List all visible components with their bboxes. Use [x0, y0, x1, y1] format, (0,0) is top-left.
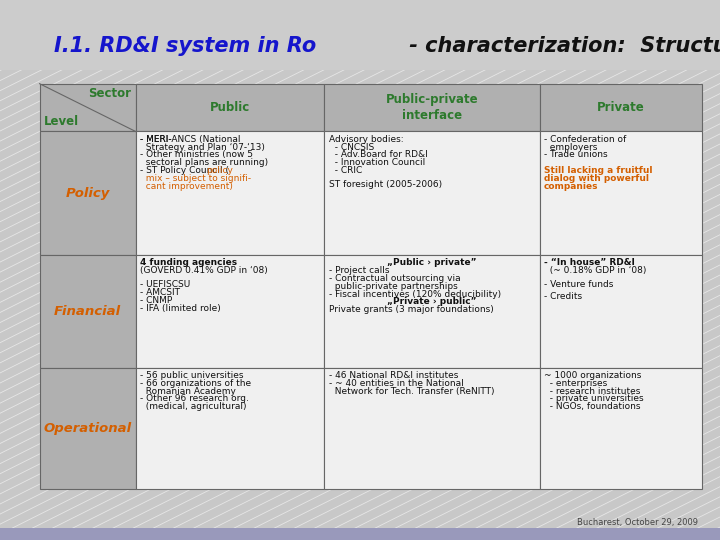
Bar — [40, 84, 135, 131]
Text: 4 funding agencies: 4 funding agencies — [140, 258, 237, 267]
Text: - research institutes: - research institutes — [544, 387, 640, 395]
Text: - private universities: - private universities — [544, 394, 644, 403]
Text: Private: Private — [597, 101, 644, 114]
Text: Operational: Operational — [44, 422, 132, 435]
Text: Advisory bodies:: Advisory bodies: — [329, 135, 403, 144]
Text: - CRIC: - CRIC — [329, 166, 362, 175]
Text: - CNCSIS: - CNCSIS — [329, 143, 374, 152]
Text: - characterization:  Structure: - characterization: Structure — [402, 36, 720, 56]
Bar — [540, 131, 702, 255]
Text: - MERI-: - MERI- — [140, 135, 171, 144]
Text: Public: Public — [210, 101, 250, 114]
Text: - AMCSIT: - AMCSIT — [140, 288, 180, 297]
Text: I.1. RD&I system in Ro: I.1. RD&I system in Ro — [54, 36, 316, 56]
Bar — [325, 368, 540, 489]
Text: - 46 National RD&I institutes: - 46 National RD&I institutes — [329, 371, 458, 380]
Text: - Adv.Board for RD&I: - Adv.Board for RD&I — [329, 151, 428, 159]
Text: ~ 1000 organizations: ~ 1000 organizations — [544, 371, 642, 380]
Text: „Public › private”: „Public › private” — [387, 258, 477, 267]
Text: - NGOs, foundations: - NGOs, foundations — [544, 402, 641, 411]
Text: public-private partnerships: public-private partnerships — [329, 282, 457, 291]
Bar — [135, 368, 325, 489]
Text: - CNMP: - CNMP — [140, 296, 172, 305]
Text: - ST Policy Council (: - ST Policy Council ( — [140, 166, 229, 175]
Text: Network for Tech. Transfer (ReNITT): Network for Tech. Transfer (ReNITT) — [329, 387, 494, 395]
Text: employers: employers — [544, 143, 598, 152]
Text: (medical, agricultural): (medical, agricultural) — [140, 402, 246, 411]
Text: - Contractual outsourcing via: - Contractual outsourcing via — [329, 274, 460, 283]
Bar — [135, 84, 325, 131]
Text: - Confederation of: - Confederation of — [544, 135, 626, 144]
Text: - 66 organizations of the: - 66 organizations of the — [140, 379, 251, 388]
Bar — [325, 84, 540, 131]
Text: - MERI-ANCS (National: - MERI-ANCS (National — [140, 135, 240, 144]
Text: „Private › public”: „Private › public” — [387, 298, 477, 306]
Text: (GOVERD 0.41% GDP in ‘08): (GOVERD 0.41% GDP in ‘08) — [140, 266, 268, 275]
Text: mix – subject to signifi-: mix – subject to signifi- — [140, 174, 251, 183]
Text: - Other 96 research org.: - Other 96 research org. — [140, 394, 249, 403]
Bar — [135, 131, 325, 255]
Text: - “In house” RD&I: - “In house” RD&I — [544, 258, 635, 267]
Bar — [540, 84, 702, 131]
Text: Strategy and Plan ‘07-‘13): Strategy and Plan ‘07-‘13) — [140, 143, 265, 152]
Bar — [40, 368, 135, 489]
Text: policy: policy — [206, 166, 233, 175]
Text: (~ 0.18% GDP in ‘08): (~ 0.18% GDP in ‘08) — [544, 266, 647, 275]
Text: - ~ 40 entities in the National: - ~ 40 entities in the National — [329, 379, 464, 388]
Text: Sector: Sector — [89, 87, 131, 100]
Bar — [40, 255, 135, 368]
Text: Financial: Financial — [54, 305, 121, 318]
Text: - Credits: - Credits — [544, 292, 582, 301]
Text: - UEFISCSU: - UEFISCSU — [140, 280, 190, 289]
Bar — [0, 0, 720, 70]
Text: Public-private
interface: Public-private interface — [386, 93, 478, 123]
Bar — [40, 131, 135, 255]
Text: - Trade unions: - Trade unions — [544, 151, 608, 159]
Text: - Fiscal incentives (120% deducibility): - Fiscal incentives (120% deducibility) — [329, 289, 501, 299]
Text: - Innovation Council: - Innovation Council — [329, 158, 425, 167]
Text: - IFA (limited role): - IFA (limited role) — [140, 303, 221, 313]
Text: - Other ministries (now 5: - Other ministries (now 5 — [140, 151, 253, 159]
Text: - Project calls: - Project calls — [329, 266, 390, 275]
Text: Level: Level — [44, 115, 79, 128]
Text: Policy: Policy — [66, 187, 110, 200]
Text: - enterprises: - enterprises — [544, 379, 607, 388]
Bar — [0, 528, 720, 540]
Text: Private grants (3 major foundations): Private grants (3 major foundations) — [329, 305, 493, 314]
Text: Bucharest, October 29, 2009: Bucharest, October 29, 2009 — [577, 517, 698, 526]
Text: Still lacking a fruitful: Still lacking a fruitful — [544, 166, 652, 175]
Text: sectoral plans are running): sectoral plans are running) — [140, 158, 268, 167]
Text: ST foresight (2005-2006): ST foresight (2005-2006) — [329, 180, 442, 189]
Text: - Venture funds: - Venture funds — [544, 280, 613, 289]
Text: dialog with powerful: dialog with powerful — [544, 174, 649, 183]
Text: - 56 public universities: - 56 public universities — [140, 371, 243, 380]
Text: companies: companies — [544, 181, 598, 191]
Text: cant improvement): cant improvement) — [140, 181, 233, 191]
Bar — [325, 255, 540, 368]
Bar — [540, 255, 702, 368]
Bar — [540, 368, 702, 489]
Text: Romanian Academy: Romanian Academy — [140, 387, 236, 395]
Bar — [325, 131, 540, 255]
Bar — [135, 255, 325, 368]
